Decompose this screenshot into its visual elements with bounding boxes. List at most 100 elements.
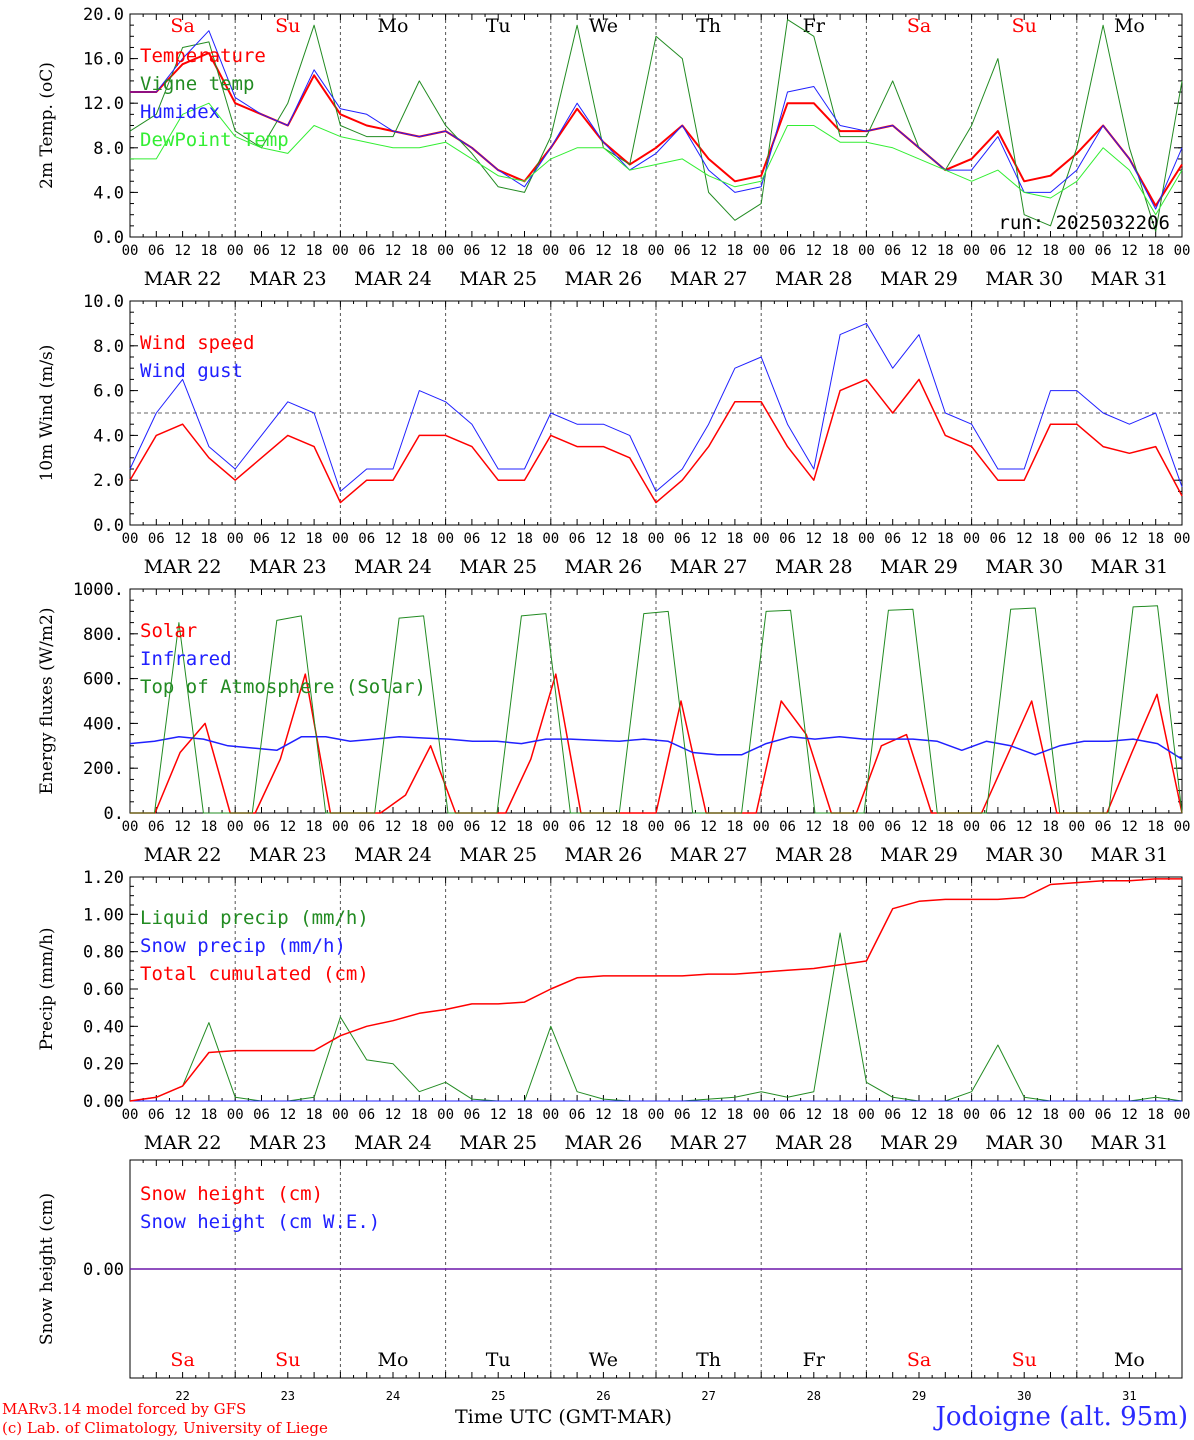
hour-tick-label: 12	[1121, 1107, 1138, 1123]
date-label: MAR 28	[775, 556, 853, 578]
hour-tick-label: 18	[726, 819, 743, 835]
hour-tick-label: 00	[1174, 1107, 1191, 1123]
hour-tick-label: 00	[753, 819, 770, 835]
hour-tick-label: 18	[306, 1107, 323, 1123]
y-axis-title-text: Snow height (cm)	[37, 1193, 57, 1345]
hour-tick-label: 18	[306, 819, 323, 835]
legend-entry: Infrared	[140, 648, 232, 670]
hour-tick-label: 12	[700, 531, 717, 547]
date-label: MAR 31	[1091, 268, 1169, 290]
hour-tick-label: 12	[1016, 819, 1033, 835]
hour-tick-label: 00	[753, 1107, 770, 1123]
y-axis-title: Energy fluxes (W/m2)	[37, 608, 57, 795]
hour-tick-label: 00	[648, 243, 665, 259]
hour-tick-label: 12	[490, 819, 507, 835]
hour-tick-label: 06	[989, 1107, 1006, 1123]
date-label: MAR 25	[459, 556, 537, 578]
series-line-top-of-atmosphere-solar-	[130, 605, 1183, 814]
hour-tick-label: 12	[385, 531, 402, 547]
weekday-label: Th	[696, 1349, 721, 1371]
day-number-label: 22	[175, 1389, 189, 1403]
hour-tick-label: 06	[569, 1107, 586, 1123]
y-tick-label: 0.00	[83, 1260, 124, 1280]
hour-tick-label: 12	[1016, 243, 1033, 259]
series-line-total-cumulated-cm-	[129, 878, 1182, 1102]
legend-entry: Snow height (cm)	[140, 1183, 323, 1205]
panel-wind: 0.0 2.0 4.0 6.0 8.0 10.0 10m Wind (m/s) Wind sp…	[37, 292, 1190, 578]
y-tick-label: 6.0	[93, 382, 124, 402]
hour-tick-label: 18	[516, 1107, 533, 1123]
date-label: MAR 22	[144, 556, 222, 578]
date-label: MAR 27	[670, 268, 748, 290]
hour-tick-label: 12	[1121, 531, 1138, 547]
hour-tick-label: 12	[174, 531, 191, 547]
hour-tick-label: 18	[306, 243, 323, 259]
date-label: MAR 26	[565, 1132, 643, 1154]
hour-tick-label: 12	[805, 1107, 822, 1123]
hour-tick-label: 12	[1121, 819, 1138, 835]
hour-tick-label: 12	[805, 531, 822, 547]
y-tick-label: 4.0	[93, 183, 124, 203]
hour-tick-label: 18	[832, 531, 849, 547]
hour-tick-label: 18	[621, 1107, 638, 1123]
hour-tick-label: 00	[963, 1107, 980, 1123]
weekday-label: Sa	[907, 1349, 931, 1371]
y-tick-label: 8.0	[93, 337, 124, 357]
hour-tick-label: 18	[516, 819, 533, 835]
hour-tick-label: 00	[122, 819, 139, 835]
y-tick-label: 0.40	[83, 1017, 124, 1037]
y-tick-label: 400.	[83, 714, 124, 734]
tick-marks	[129, 1160, 1183, 1378]
hour-tick-label: 00	[122, 1107, 139, 1123]
weekday-label: We	[589, 1349, 618, 1371]
hour-tick-label: 00	[227, 531, 244, 547]
hour-tick-label: 12	[595, 243, 612, 259]
legend-entry: Snow precip (mm/h)	[140, 935, 346, 957]
hour-tick-label: 18	[200, 531, 217, 547]
date-label: MAR 25	[459, 268, 537, 290]
legend-entry: DewPoint Temp	[140, 129, 289, 151]
hour-tick-label: 06	[779, 1107, 796, 1123]
hour-tick-label: 06	[779, 819, 796, 835]
date-label: MAR 27	[670, 556, 748, 578]
hour-tick-label: 06	[148, 1107, 165, 1123]
hour-tick-label: 12	[700, 1107, 717, 1123]
panel-flux: 0. 200. 400. 600. 800. 1000. Energy fluxes (W/…	[37, 580, 1190, 866]
legend-entry: Snow height (cm W.E.)	[140, 1211, 380, 1233]
hour-tick-label: 00	[648, 531, 665, 547]
hour-tick-label: 12	[911, 531, 928, 547]
hour-tick-label: 18	[411, 531, 428, 547]
time-axis-label: Time UTC (GMT-MAR)	[455, 1406, 672, 1428]
series-line-wind-speed	[129, 378, 1183, 504]
date-label: MAR 23	[249, 556, 327, 578]
date-label: MAR 22	[144, 268, 222, 290]
y-tick-label: 16.0	[83, 50, 124, 70]
legend-entry: Vigne temp	[140, 73, 254, 95]
hour-tick-label: 00	[332, 819, 349, 835]
hour-tick-label: 18	[937, 243, 954, 259]
hour-tick-label: 06	[1095, 243, 1112, 259]
hour-tick-label: 00	[648, 1107, 665, 1123]
series-line-humidex	[130, 30, 1183, 210]
hour-tick-label: 12	[911, 243, 928, 259]
hour-tick-label: 18	[1042, 1107, 1059, 1123]
hour-tick-label: 12	[595, 819, 612, 835]
hour-tick-label: 12	[911, 1107, 928, 1123]
hour-tick-label: 18	[1147, 819, 1164, 835]
weekday-label: Tu	[486, 1349, 511, 1371]
series-line-temperature	[130, 52, 1183, 207]
y-tick-label: 12.0	[83, 94, 124, 114]
y-axis-title: 2m Temp. (oC)	[37, 62, 57, 189]
tick-marks	[129, 14, 1183, 237]
tick-marks	[129, 301, 1183, 525]
series-line-dewpoint-temp	[130, 102, 1183, 216]
date-label: MAR 29	[880, 556, 958, 578]
date-label: MAR 30	[985, 1132, 1063, 1154]
y-tick-label: 0.80	[83, 943, 124, 963]
hour-tick-label: 18	[1147, 531, 1164, 547]
date-label: MAR 27	[670, 844, 748, 866]
tick-marks	[129, 589, 1183, 813]
y-tick-label: 2.0	[93, 471, 124, 491]
hour-tick-label: 00	[227, 819, 244, 835]
hour-tick-label: 18	[1147, 243, 1164, 259]
